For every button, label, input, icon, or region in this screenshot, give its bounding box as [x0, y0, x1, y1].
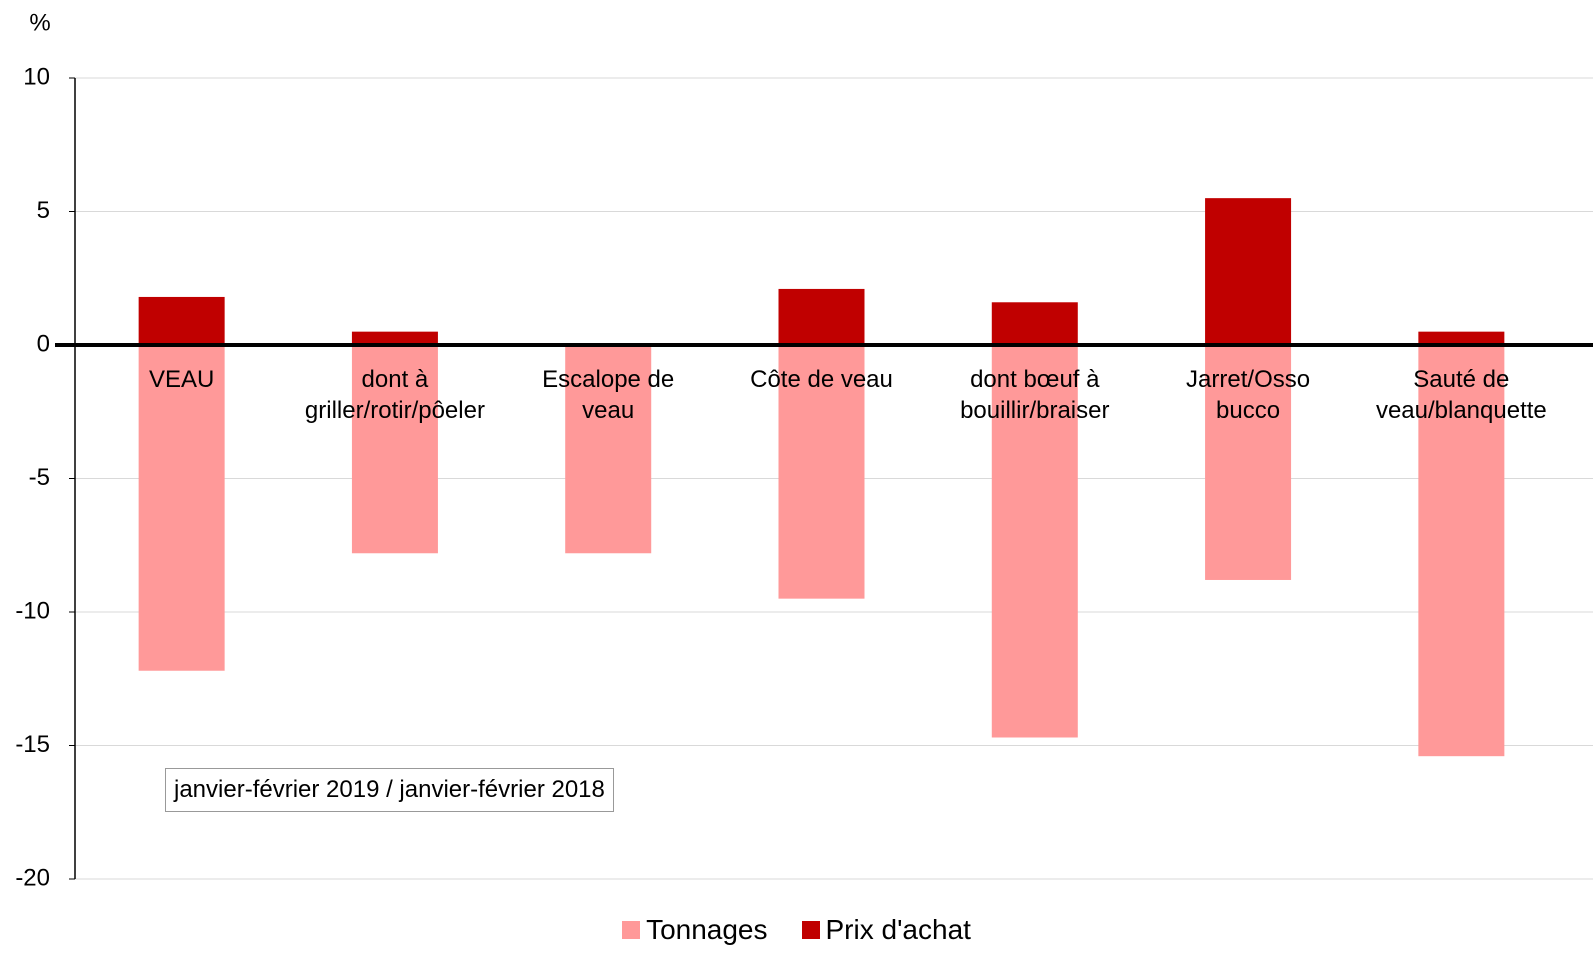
x-tick-label: Escalope de veau: [542, 366, 675, 424]
legend-item: Tonnages: [622, 914, 768, 946]
bar: [991, 345, 1078, 738]
bar: [1205, 198, 1292, 345]
y-tick-label: 10: [23, 63, 50, 90]
bar: [1418, 331, 1505, 345]
legend-item: Prix d'achat: [801, 914, 971, 946]
bar: [778, 288, 865, 345]
legend-label: Tonnages: [646, 914, 768, 945]
x-tick-label: Jarret/Osso bucco: [1186, 366, 1311, 424]
bar: [778, 345, 865, 599]
y-tick-label: -20: [15, 864, 50, 891]
bar: [351, 331, 438, 345]
legend-swatch: [622, 921, 641, 939]
y-tick-label: 0: [37, 330, 50, 357]
y-tick-label: -10: [15, 597, 50, 624]
x-tick-label: dont bœuf à bouillir/braiser: [960, 366, 1110, 424]
bar: [1205, 345, 1292, 580]
x-tick-label: Sauté de veau/blanquette: [1375, 366, 1547, 424]
bar: [1418, 345, 1505, 757]
x-tick-label: Côte de veau: [750, 366, 893, 393]
bar: [138, 345, 225, 671]
bar: [565, 345, 652, 554]
x-tick-label: VEAU: [148, 366, 215, 393]
bar: [351, 345, 438, 554]
legend-swatch: [801, 921, 820, 939]
y-tick-label: 5: [37, 197, 50, 224]
legend-label: Prix d'achat: [825, 914, 971, 945]
legend: Tonnages Prix d'achat: [0, 914, 1593, 946]
y-tick-label: -15: [15, 731, 50, 758]
y-tick-label: -5: [29, 464, 50, 491]
annotation: janvier-février 2019 / janvier-février 2…: [165, 768, 614, 812]
y-axis-label: %: [29, 9, 50, 36]
x-tick-label: dont à griller/rotir/pôeler: [304, 366, 485, 424]
bar: [991, 302, 1078, 345]
bar: [138, 296, 225, 345]
